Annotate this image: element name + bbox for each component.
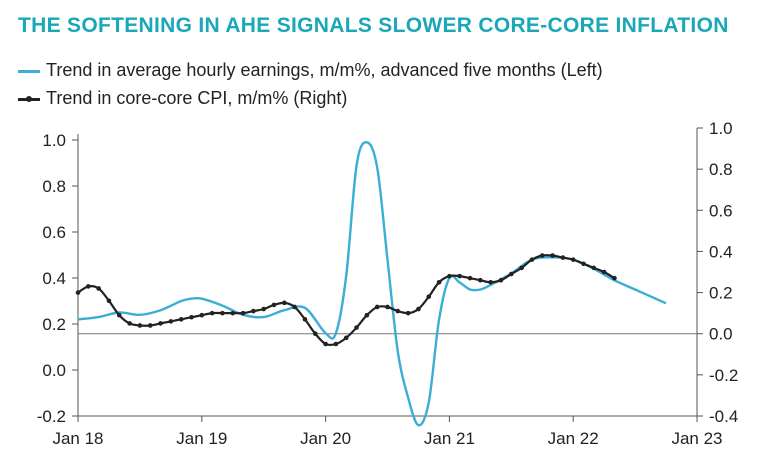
series-point-cpi bbox=[302, 317, 308, 322]
legend-swatch-cpi bbox=[18, 92, 40, 106]
series-point-cpi bbox=[395, 308, 401, 314]
series-point-cpi bbox=[178, 317, 184, 322]
y-left-tick-label: 0.0 bbox=[42, 361, 66, 380]
series-point-cpi bbox=[447, 273, 452, 279]
series-point-cpi bbox=[261, 306, 267, 312]
series-point-cpi bbox=[96, 286, 101, 291]
series-point-cpi bbox=[271, 302, 277, 308]
chart-title: THE SOFTENING IN AHE SIGNALS SLOWER CORE… bbox=[18, 14, 729, 37]
x-tick-label: Jan 20 bbox=[300, 429, 351, 448]
series-point-cpi bbox=[343, 335, 349, 341]
series-point-cpi bbox=[251, 308, 256, 314]
series-point-cpi bbox=[147, 323, 153, 328]
legend-label-ahe: Trend in average hourly earnings, m/m%, … bbox=[46, 60, 603, 80]
series-point-cpi bbox=[457, 273, 463, 279]
series-point-cpi bbox=[405, 310, 411, 316]
series-point-cpi bbox=[209, 310, 215, 316]
y-right-tick-label: -0.4 bbox=[709, 407, 738, 426]
y-left-tick-label: -0.2 bbox=[37, 407, 66, 426]
series-point-cpi bbox=[168, 319, 174, 324]
series-point-cpi bbox=[591, 265, 597, 271]
series-point-cpi bbox=[581, 261, 586, 267]
series-point-cpi bbox=[509, 271, 514, 277]
y-right-tick-label: 0.0 bbox=[709, 325, 733, 344]
series-point-cpi bbox=[416, 306, 421, 312]
legend-swatch-ahe bbox=[18, 64, 40, 78]
series-point-cpi bbox=[601, 269, 607, 275]
y-left-tick-label: 0.4 bbox=[42, 269, 66, 288]
x-tick-label: Jan 19 bbox=[176, 429, 227, 448]
series-point-cpi bbox=[137, 323, 143, 328]
series-line-ahe bbox=[77, 141, 667, 427]
series-point-cpi bbox=[86, 284, 91, 289]
series-point-cpi bbox=[312, 331, 318, 337]
legend-item-ahe: Trend in average hourly earnings, m/m%, … bbox=[18, 60, 603, 81]
y-right-tick-label: 1.0 bbox=[709, 119, 733, 138]
series-point-cpi bbox=[75, 290, 81, 295]
series-point-cpi bbox=[230, 310, 236, 316]
y-left-tick-label: 1.0 bbox=[42, 131, 66, 150]
y-left-tick-label: 0.2 bbox=[42, 315, 66, 334]
series-point-cpi bbox=[488, 279, 493, 285]
series-point-cpi bbox=[333, 341, 339, 347]
series-point-cpi bbox=[220, 310, 225, 316]
y-right-tick-label: -0.2 bbox=[709, 366, 738, 385]
y-right-tick-label: 0.4 bbox=[709, 242, 733, 261]
x-tick-label: Jan 18 bbox=[52, 429, 103, 448]
x-tick-label: Jan 23 bbox=[671, 429, 722, 448]
series-point-cpi bbox=[240, 310, 246, 316]
series-point-cpi bbox=[116, 312, 122, 318]
legend-item-cpi: Trend in core-core CPI, m/m% (Right) bbox=[18, 88, 347, 109]
series-point-cpi bbox=[374, 304, 380, 310]
series-point-cpi bbox=[323, 341, 328, 347]
series-point-cpi bbox=[436, 279, 442, 285]
x-tick-label: Jan 22 bbox=[548, 429, 599, 448]
series-point-cpi bbox=[519, 265, 524, 271]
series-point-cpi bbox=[529, 257, 535, 262]
series-point-cpi bbox=[292, 304, 297, 310]
series-point-cpi bbox=[354, 325, 359, 330]
series-point-cpi bbox=[385, 304, 390, 310]
x-tick-label: Jan 21 bbox=[424, 429, 475, 448]
series-point-cpi bbox=[106, 298, 112, 304]
series-point-cpi bbox=[282, 300, 287, 306]
series-point-cpi bbox=[199, 312, 205, 318]
series-point-cpi bbox=[498, 277, 504, 283]
legend-label-cpi: Trend in core-core CPI, m/m% (Right) bbox=[46, 88, 348, 108]
series-point-cpi bbox=[560, 255, 566, 260]
y-left-tick-label: 0.6 bbox=[42, 223, 66, 242]
y-right-tick-label: 0.6 bbox=[709, 201, 733, 220]
series-point-cpi bbox=[467, 275, 473, 281]
series-point-cpi bbox=[426, 294, 432, 299]
series-point-cpi bbox=[158, 321, 163, 326]
series-point-cpi bbox=[127, 321, 132, 326]
series-point-cpi bbox=[478, 277, 483, 283]
series-point-cpi bbox=[612, 275, 617, 281]
series-point-cpi bbox=[570, 257, 576, 262]
y-left-tick-label: 0.8 bbox=[42, 177, 66, 196]
series-point-cpi bbox=[189, 314, 194, 320]
y-right-tick-label: 0.8 bbox=[709, 160, 733, 179]
series-point-cpi bbox=[364, 312, 370, 318]
series-point-cpi bbox=[550, 253, 555, 258]
y-right-tick-label: 0.2 bbox=[709, 284, 733, 303]
series-point-cpi bbox=[539, 253, 545, 258]
